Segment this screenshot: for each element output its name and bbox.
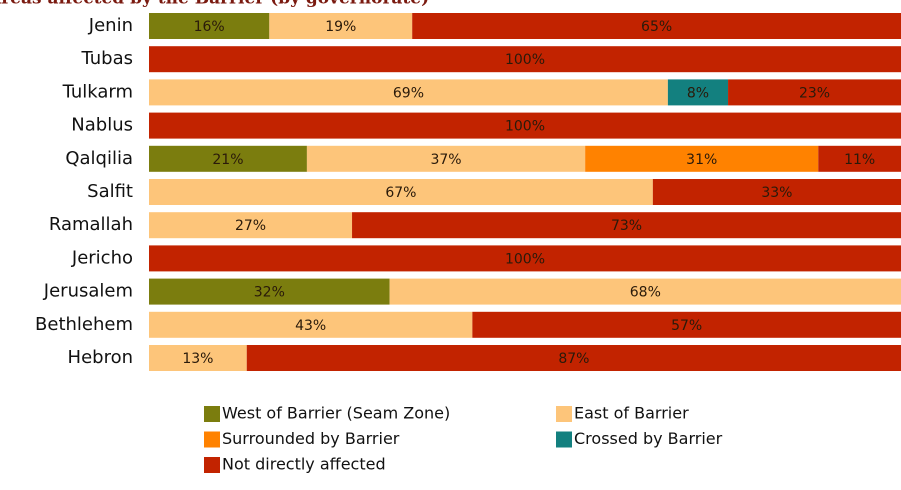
bar-segment — [472, 311, 901, 338]
bar-segment — [149, 79, 668, 106]
bar-segment — [149, 212, 353, 239]
bar-segment — [389, 278, 901, 305]
category-label: Ramallah — [49, 214, 133, 235]
value-label: 37% — [430, 152, 461, 168]
category-label: Tulkarm — [62, 81, 133, 102]
bar-segment — [149, 345, 247, 371]
bar-segment — [149, 46, 901, 73]
value-label: 69% — [393, 85, 424, 101]
value-label: 16% — [194, 19, 225, 35]
category-label: Nablus — [71, 115, 133, 136]
category-label: Tubas — [80, 48, 133, 69]
bar-segment — [585, 145, 819, 172]
value-label: 100% — [505, 52, 545, 68]
bar-segment — [306, 145, 586, 172]
legend-label: Surrounded by Barrier — [222, 429, 400, 448]
bar-segment — [149, 179, 653, 205]
bar-segment — [269, 13, 413, 39]
bar-segment — [352, 212, 901, 239]
value-label: 11% — [844, 152, 875, 168]
bar-segment — [149, 13, 270, 39]
category-label: Jenin — [88, 15, 133, 36]
bar-segment — [652, 179, 901, 205]
legend-swatch — [556, 431, 572, 448]
value-label: 100% — [505, 251, 545, 267]
value-label: 68% — [630, 285, 661, 301]
legend-label: West of Barrier (Seam Zone) — [222, 404, 450, 423]
value-label: 73% — [611, 218, 642, 234]
bar-segment — [412, 13, 901, 39]
category-label: Salfit — [87, 181, 133, 202]
bar-segment — [818, 145, 901, 172]
value-label: 27% — [235, 218, 266, 234]
value-label: 21% — [212, 152, 243, 168]
bar-segment — [149, 145, 307, 172]
value-label: 100% — [505, 119, 545, 135]
category-label: Jerusalem — [43, 281, 133, 302]
value-label: 31% — [686, 152, 717, 168]
bar-segment — [149, 278, 390, 305]
bar-segment — [149, 112, 901, 139]
bar-segment — [149, 311, 473, 338]
category-label: Hebron — [68, 347, 133, 368]
value-label: 87% — [558, 351, 589, 367]
bar-segment — [728, 79, 901, 106]
legend-label: Crossed by Barrier — [574, 429, 723, 448]
value-label: 19% — [325, 19, 356, 35]
value-label: 65% — [641, 19, 672, 35]
value-label: 33% — [761, 185, 792, 201]
value-label: 13% — [182, 351, 213, 367]
category-label: Bethlehem — [35, 314, 133, 335]
legend-swatch — [204, 431, 220, 448]
value-label: 43% — [295, 318, 326, 334]
category-label: Qalqilia — [65, 148, 133, 169]
legend-swatch — [556, 406, 572, 422]
chart-title: Areas affected by the Barrier (by govern… — [0, 0, 429, 9]
value-label: 8% — [687, 85, 709, 101]
legend-swatch — [204, 457, 220, 473]
value-label: 57% — [671, 318, 702, 334]
bar-segment — [246, 345, 901, 371]
value-label: 67% — [385, 185, 416, 201]
category-label: Jericho — [71, 247, 133, 268]
bar-segment — [149, 245, 901, 272]
legend-swatch — [204, 406, 220, 422]
bar-segment — [667, 79, 729, 106]
value-label: 23% — [799, 85, 830, 101]
legend-label: East of Barrier — [574, 404, 689, 423]
value-label: 32% — [254, 285, 285, 301]
legend-label: Not directly affected — [222, 455, 386, 474]
